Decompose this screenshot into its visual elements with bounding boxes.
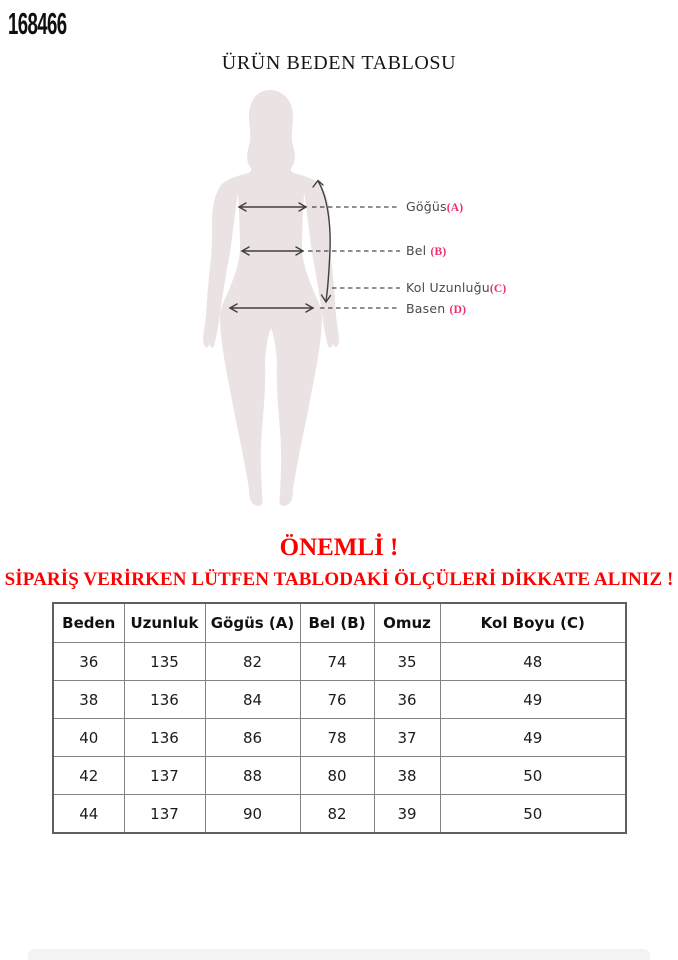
measure-label-hip-code: (D) xyxy=(449,304,467,316)
cell: 39 xyxy=(373,794,441,834)
horizontal-scrollbar-thumb[interactable] xyxy=(28,949,650,960)
measure-label-hip-text: Basen xyxy=(406,301,450,316)
cell: 38 xyxy=(52,680,125,719)
measure-label-waist: Bel (B) xyxy=(406,243,446,259)
size-row-44: 44 137 90 82 39 50 xyxy=(52,794,627,834)
measure-label-sleeve-text: Kol Uzunluğu xyxy=(406,280,490,295)
size-table: Beden Uzunluk Gögüs (A) Bel (B) Omuz Kol… xyxy=(52,602,627,834)
measure-label-hip: Basen (D) xyxy=(406,301,466,317)
size-row-40: 40 136 86 78 37 49 xyxy=(52,718,627,757)
cell: 50 xyxy=(439,756,627,795)
cell: 90 xyxy=(204,794,301,834)
chest-measure-arrow xyxy=(237,202,308,212)
important-heading: ÖNEMLİ ! xyxy=(279,534,399,561)
hip-measure-arrow xyxy=(228,303,315,313)
cell: 49 xyxy=(439,718,627,757)
product-code: 168466 xyxy=(8,6,67,41)
body-silhouette-shape xyxy=(203,90,339,506)
cell: 50 xyxy=(439,794,627,834)
size-table-header-row: Beden Uzunluk Gögüs (A) Bel (B) Omuz Kol… xyxy=(52,602,627,643)
cell: 80 xyxy=(299,756,375,795)
cell: 74 xyxy=(299,642,375,681)
cell: 36 xyxy=(52,642,125,681)
cell: 88 xyxy=(204,756,301,795)
measure-label-waist-code: (B) xyxy=(430,246,447,258)
cell: 82 xyxy=(299,794,375,834)
header-bel: Bel (B) xyxy=(299,602,375,643)
page-title: ÜRÜN BEDEN TABLOSU xyxy=(221,52,457,74)
measure-label-chest-code: (A) xyxy=(446,202,464,214)
cell: 78 xyxy=(299,718,375,757)
cell: 137 xyxy=(123,756,206,795)
measure-label-sleeve-code: (C) xyxy=(489,283,507,295)
waist-measure-arrow xyxy=(240,246,305,256)
cell: 86 xyxy=(204,718,301,757)
cell: 137 xyxy=(123,794,206,834)
cell: 76 xyxy=(299,680,375,719)
cell: 136 xyxy=(123,718,206,757)
sleeve-measure-arrow xyxy=(312,179,332,304)
cell: 84 xyxy=(204,680,301,719)
dashed-leader-lines xyxy=(308,206,400,309)
cell: 36 xyxy=(373,680,441,719)
cell: 82 xyxy=(204,642,301,681)
size-row-36: 36 135 82 74 35 48 xyxy=(52,642,627,681)
cell: 44 xyxy=(52,794,125,834)
cell: 35 xyxy=(373,642,441,681)
measure-label-sleeve: Kol Uzunluğu(C) xyxy=(406,280,506,296)
header-uzunluk: Uzunluk xyxy=(123,602,206,643)
cell: 42 xyxy=(52,756,125,795)
size-diagram xyxy=(203,90,400,506)
cell: 37 xyxy=(373,718,441,757)
measure-label-chest-text: Göğüs xyxy=(406,199,447,214)
header-beden: Beden xyxy=(52,602,125,643)
cell: 38 xyxy=(373,756,441,795)
measure-label-chest: Göğüs(A) xyxy=(406,199,463,215)
order-warning-text: SİPARİŞ VERİRKEN LÜTFEN TABLODAKİ ÖLÇÜLE… xyxy=(4,569,674,590)
cell: 135 xyxy=(123,642,206,681)
cell: 136 xyxy=(123,680,206,719)
header-omuz: Omuz xyxy=(373,602,441,643)
cell: 49 xyxy=(439,680,627,719)
size-row-42: 42 137 88 80 38 50 xyxy=(52,756,627,795)
size-row-38: 38 136 84 76 36 49 xyxy=(52,680,627,719)
measure-label-waist-text: Bel xyxy=(406,243,431,258)
cell: 40 xyxy=(52,718,125,757)
header-gogus: Gögüs (A) xyxy=(204,602,301,643)
header-kol-boyu: Kol Boyu (C) xyxy=(439,602,627,643)
cell: 48 xyxy=(439,642,627,681)
